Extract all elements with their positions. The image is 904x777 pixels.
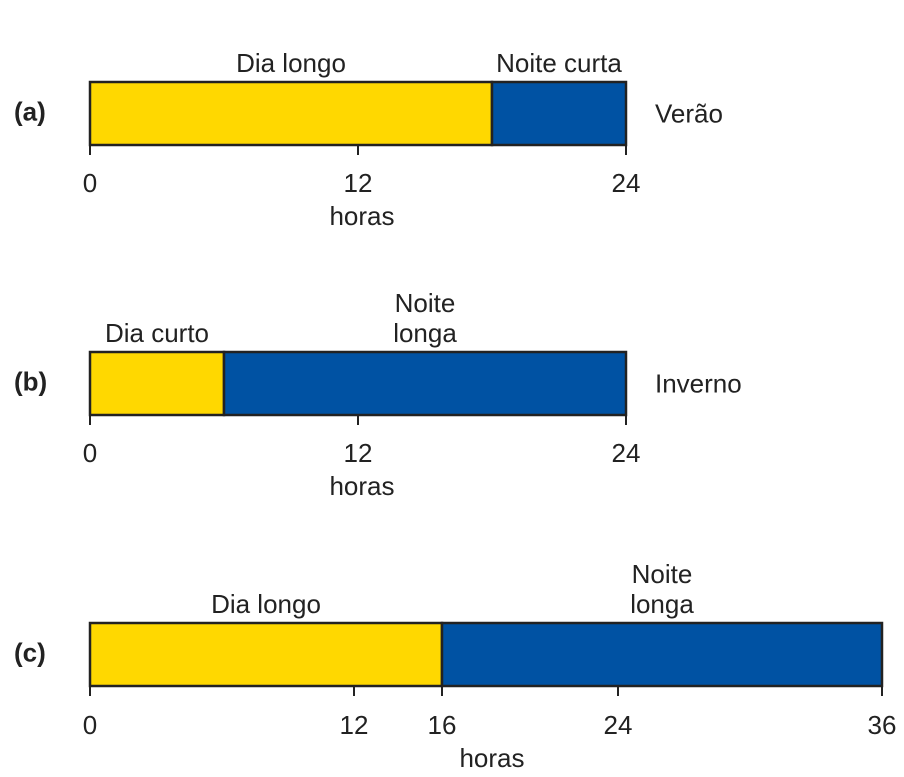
panel-label: (a) <box>14 96 46 126</box>
segment-label: Dia curto <box>104 318 210 348</box>
x-tick-label: 12 <box>344 168 373 198</box>
x-tick-label: 0 <box>83 710 97 740</box>
x-axis-label: horas <box>329 201 394 231</box>
segment-label: Dia longo <box>211 589 321 619</box>
season-label: Verão <box>655 98 723 128</box>
bar-segment <box>440 621 884 688</box>
x-axis-label: horas <box>329 471 394 501</box>
x-tick-label: 24 <box>612 168 641 198</box>
x-tick-label: 24 <box>604 710 633 740</box>
segment-label: Dia longo <box>236 48 346 78</box>
bar-segment <box>88 80 494 147</box>
x-tick-label: 16 <box>428 710 457 740</box>
x-tick-label: 0 <box>83 168 97 198</box>
season-label: Inverno <box>655 368 742 398</box>
x-tick-label: 36 <box>868 710 897 740</box>
x-tick-label: 12 <box>344 438 373 468</box>
bar-segment <box>222 350 628 417</box>
panel-label: (b) <box>14 366 47 396</box>
bar-segment <box>88 621 444 688</box>
x-tick-label: 24 <box>612 438 641 468</box>
segment-label: Noite curta <box>496 48 622 78</box>
x-axis-label: horas <box>459 743 524 773</box>
bar-segment <box>88 350 226 417</box>
segment-label: Noite longa <box>393 288 457 348</box>
x-tick-label: 12 <box>340 710 369 740</box>
segment-label: Noite longa <box>630 559 694 619</box>
x-tick-label: 0 <box>83 438 97 468</box>
bar-segment <box>490 80 628 147</box>
panel-label: (c) <box>14 637 46 667</box>
